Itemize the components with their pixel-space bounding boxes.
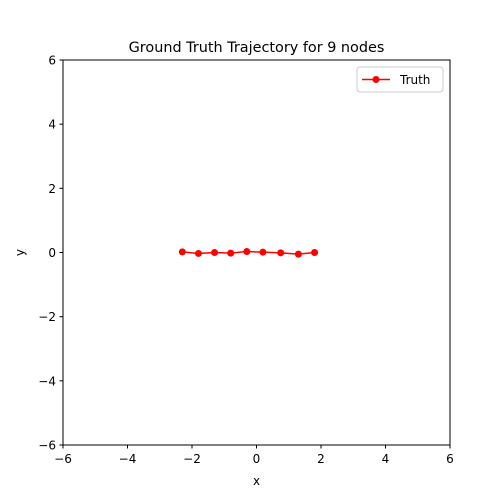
legend-label: Truth (399, 73, 430, 87)
x-tick-label: 6 (446, 452, 454, 466)
legend-box (356, 66, 444, 93)
trajectory-point (277, 249, 285, 257)
trajectory-point (311, 249, 319, 256)
chart-title: Ground Truth Trajectory for 9 nodes (129, 40, 385, 56)
y-axis: −6 −4 −2 0 2 4 6 (38, 54, 63, 453)
x-tick-label: 2 (317, 452, 325, 466)
y-tick-label: 2 (48, 182, 56, 196)
plot-area (62, 59, 451, 446)
y-axis-title: y (13, 249, 27, 256)
legend-marker-swatch (372, 76, 380, 83)
trajectory-point (227, 249, 235, 257)
x-tick-label: −6 (54, 452, 72, 466)
y-tick-label: −2 (38, 310, 56, 324)
trajectory-point (259, 248, 267, 256)
legend: Truth (356, 66, 444, 93)
y-tick-label: 4 (48, 118, 56, 132)
trajectory-point (211, 249, 219, 256)
x-tick-label: −2 (183, 452, 201, 466)
trajectory-point (194, 249, 202, 257)
trajectory-point (243, 248, 251, 256)
y-tick-label: 6 (48, 54, 56, 68)
y-tick-label: 0 (48, 246, 56, 260)
trajectory-point (178, 248, 186, 256)
x-tick-label: 0 (253, 452, 261, 466)
x-tick-label: 4 (382, 452, 390, 466)
y-tick-label: −6 (38, 439, 56, 453)
trajectory-point (294, 250, 302, 258)
y-tick-label: −4 (38, 374, 56, 388)
series-layer (178, 248, 319, 258)
x-axis: −6 −4 −2 0 2 4 6 (54, 445, 454, 466)
x-tick-label: −4 (119, 452, 137, 466)
x-axis-title: x (253, 474, 260, 488)
